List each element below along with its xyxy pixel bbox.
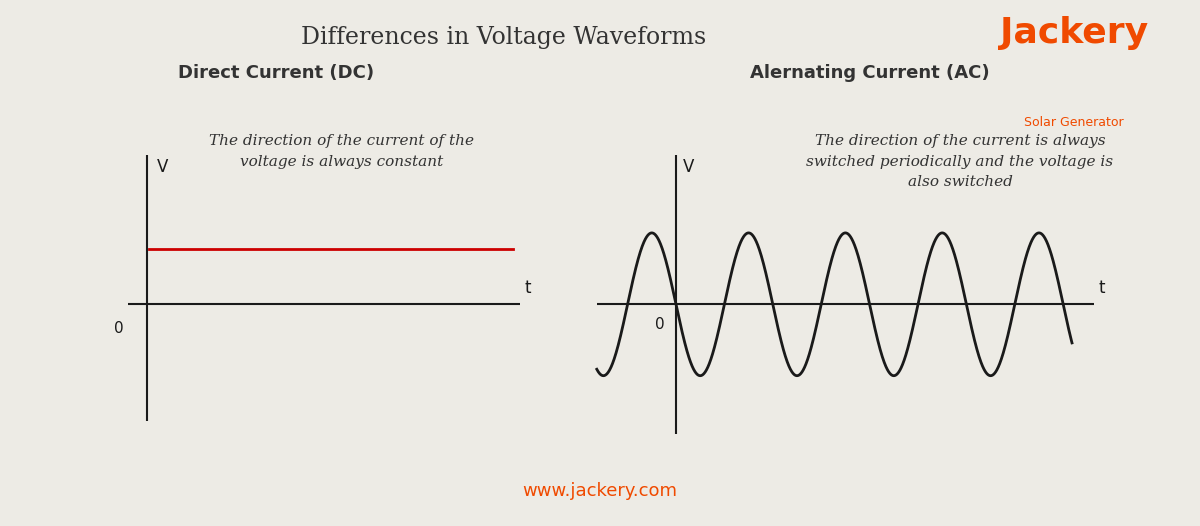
Text: The direction of the current of the
voltage is always constant: The direction of the current of the volt… <box>210 134 474 169</box>
Text: V: V <box>683 158 694 176</box>
Text: V: V <box>157 158 168 176</box>
Text: 0: 0 <box>655 317 665 332</box>
Text: Direct Current (DC): Direct Current (DC) <box>178 64 374 82</box>
Text: t: t <box>1098 279 1105 297</box>
Text: The direction of the current is always
switched periodically and the voltage is
: The direction of the current is always s… <box>806 134 1114 189</box>
Text: Jackery: Jackery <box>1000 16 1148 50</box>
Text: t: t <box>524 279 530 297</box>
Text: www.jackery.com: www.jackery.com <box>522 482 678 500</box>
Text: Solar Generator: Solar Generator <box>1024 116 1124 129</box>
Text: Differences in Voltage Waveforms: Differences in Voltage Waveforms <box>301 26 707 49</box>
Text: 0: 0 <box>114 320 124 336</box>
Text: Alernating Current (AC): Alernating Current (AC) <box>750 64 990 82</box>
